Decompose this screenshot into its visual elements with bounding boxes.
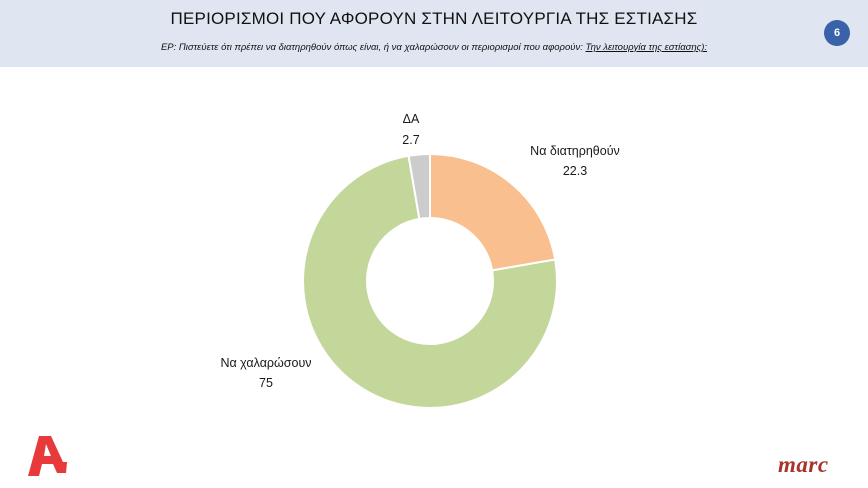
page-title: ΠΕΡΙΟΡΙΣΜΟΙ ΠΟΥ ΑΦΟΡΟΥΝ ΣΤΗΝ ΛΕΙΤΟΥΡΓΙΑ … bbox=[170, 9, 698, 28]
alpha-logo-shape bbox=[28, 436, 67, 476]
donut-slice-3 bbox=[407, 152, 431, 221]
label-relax-value: 75 bbox=[259, 376, 273, 390]
label-relax-name: Να χαλαρώσουν bbox=[220, 356, 311, 370]
page-number-badge: 6 bbox=[824, 20, 850, 46]
donut-slice-1 bbox=[429, 152, 557, 272]
label-keep: Να διατηρηθούν 22.3 bbox=[530, 144, 620, 178]
label-keep-name: Να διατηρηθούν bbox=[530, 144, 620, 158]
label-da: ΔΑ 2.7 bbox=[402, 112, 420, 147]
donut-slices bbox=[302, 152, 558, 409]
donut-chart: ΔΑ 2.7 Να διατηρηθούν 22.3 Να χαλαρώσουν… bbox=[220, 112, 620, 409]
alpha-logo bbox=[28, 436, 67, 476]
label-da-value: 2.7 bbox=[402, 133, 419, 147]
marc-logo: marc bbox=[778, 452, 829, 477]
survey-question: ΕΡ: Πιστεύετε ότι πρέπει να διατηρηθούν … bbox=[0, 42, 868, 53]
header-bar: ΠΕΡΙΟΡΙΣΜΟΙ ΠΟΥ ΑΦΟΡΟΥΝ ΣΤΗΝ ΛΕΙΤΟΥΡΓΙΑ … bbox=[0, 0, 868, 67]
donut-slice-2 bbox=[302, 154, 558, 409]
question-text: ΕΡ: Πιστεύετε ότι πρέπει να διατηρηθούν … bbox=[160, 42, 586, 53]
label-relax: Να χαλαρώσουν 75 bbox=[220, 356, 311, 390]
label-keep-value: 22.3 bbox=[563, 164, 587, 178]
question-topic: Την λειτουργία της εστίασης): bbox=[585, 42, 708, 53]
label-da-name: ΔΑ bbox=[403, 112, 420, 126]
